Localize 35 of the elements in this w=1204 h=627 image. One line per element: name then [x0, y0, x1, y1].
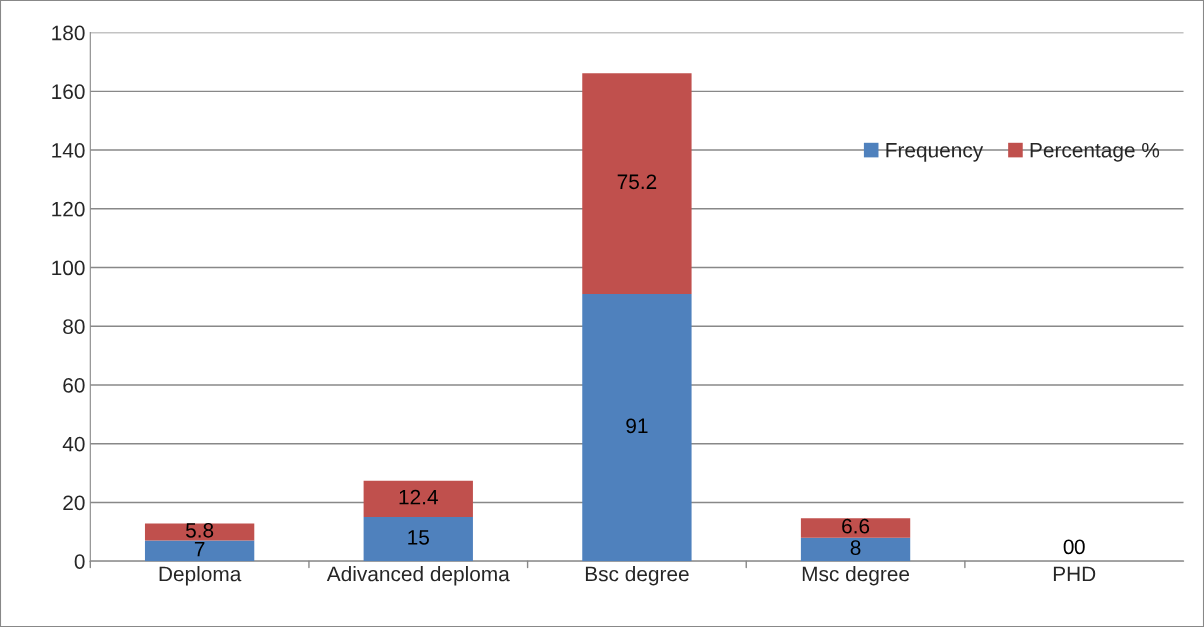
- y-tick-label: 80: [63, 319, 85, 334]
- y-tick-label: 60: [63, 377, 85, 393]
- x-tick-label: Adivanced deploma: [326, 566, 510, 586]
- x-tick-label: PHD: [1053, 566, 1096, 582]
- y-tick-label: 0: [74, 554, 85, 569]
- legend-label: Percentage %: [1030, 142, 1160, 162]
- x-tick-label: Bsc degree: [585, 566, 689, 586]
- bar: [582, 73, 692, 294]
- bar: [800, 537, 911, 562]
- data-label: 7: [194, 541, 205, 557]
- bar: [144, 523, 255, 541]
- bar: [144, 540, 255, 562]
- y-tick-label: 100: [52, 260, 85, 276]
- data-label: 75.2: [617, 174, 657, 190]
- data-label: 5.8: [185, 522, 214, 538]
- legend-label: Frequency: [886, 143, 984, 162]
- data-label: 0: [1063, 539, 1074, 555]
- bar: [363, 517, 473, 562]
- data-label: 91: [626, 418, 648, 434]
- data-label: 6.6: [842, 518, 870, 534]
- x-tick-label: Deploma: [159, 566, 242, 586]
- data-label: 0: [1074, 539, 1085, 555]
- data-label: 12.4: [399, 489, 438, 505]
- data-label: 8: [850, 540, 861, 556]
- bar: [363, 480, 473, 518]
- bar: [582, 293, 692, 562]
- y-tick-label: 120: [52, 201, 85, 217]
- data-label: 15: [408, 530, 429, 545]
- x-tick-label: Msc degree: [802, 566, 910, 586]
- bar: [800, 518, 911, 538]
- y-tick-label: 40: [62, 436, 85, 452]
- y-tick-label: 140: [52, 143, 85, 158]
- y-tick-label: 160: [52, 84, 85, 100]
- y-tick-label: 180: [52, 25, 85, 41]
- y-tick-label: 20: [63, 495, 85, 511]
